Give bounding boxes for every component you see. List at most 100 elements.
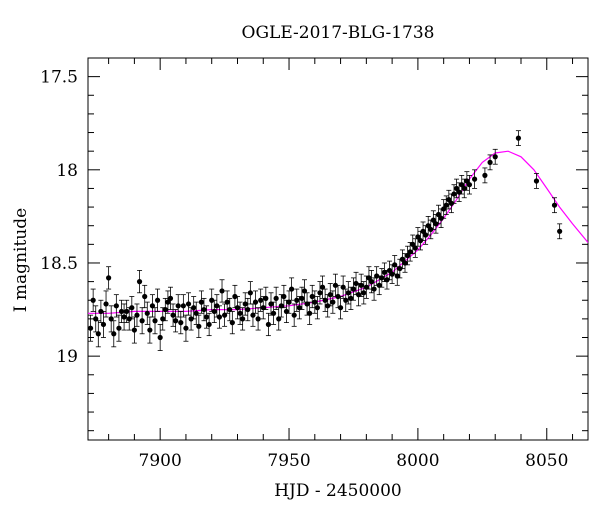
data-point: [345, 281, 351, 305]
data-point: [515, 130, 522, 146]
point-marker: [325, 303, 331, 309]
point-marker: [136, 279, 143, 285]
data-point: [265, 312, 272, 337]
point-marker: [312, 299, 318, 305]
data-point: [108, 305, 114, 333]
point-marker: [350, 286, 357, 292]
data-point: [317, 281, 323, 305]
data-point: [90, 288, 96, 312]
data-point: [459, 174, 465, 195]
data-point: [268, 292, 274, 316]
data-point: [289, 277, 295, 301]
point-marker: [343, 297, 349, 303]
point-marker: [327, 292, 333, 298]
data-point: [281, 284, 287, 309]
data-point: [487, 154, 493, 171]
data-point: [263, 286, 269, 310]
point-marker: [358, 282, 364, 288]
data-point: [410, 234, 416, 255]
point-marker: [183, 325, 189, 331]
point-marker: [180, 303, 186, 309]
point-marker: [173, 318, 179, 324]
data-point: [551, 197, 558, 214]
point-marker: [366, 275, 372, 281]
data-point: [152, 307, 158, 335]
point-marker: [139, 318, 145, 324]
point-marker: [245, 306, 251, 313]
point-marker: [533, 178, 540, 184]
point-marker: [185, 301, 192, 307]
point-marker: [371, 286, 377, 292]
data-point: [386, 260, 393, 281]
data-point: [252, 290, 259, 314]
point-marker: [263, 295, 269, 301]
data-point: [283, 299, 290, 324]
y-tick-label: 18.5: [40, 254, 78, 274]
point-marker: [296, 305, 302, 311]
data-point: [183, 314, 189, 342]
data-point: [361, 281, 367, 305]
point-marker: [129, 305, 135, 311]
point-marker: [353, 280, 359, 287]
point-marker: [348, 295, 354, 301]
data-point: [206, 312, 212, 337]
point-marker: [198, 299, 205, 305]
data-point: [139, 307, 145, 335]
point-marker: [175, 303, 181, 309]
plot-frame: [87, 57, 589, 441]
point-marker: [165, 299, 171, 305]
point-marker: [237, 310, 243, 316]
data-point: [219, 279, 225, 303]
data-point: [461, 178, 467, 199]
data-point: [170, 303, 176, 327]
data-point: [466, 174, 473, 195]
data-point: [178, 311, 184, 335]
data-point: [211, 299, 217, 324]
point-marker: [301, 288, 308, 294]
data-point: [430, 210, 436, 230]
data-point: [482, 167, 488, 184]
point-marker: [281, 293, 287, 300]
point-marker: [435, 211, 442, 218]
point-marker: [379, 275, 385, 281]
data-point: [121, 303, 127, 331]
data-point: [100, 311, 107, 338]
point-marker: [152, 318, 158, 324]
point-marker: [283, 308, 290, 315]
point-marker: [121, 314, 127, 320]
x-tick-label: 8000: [396, 451, 439, 471]
point-marker: [286, 299, 292, 305]
x-tick-label: 7900: [139, 451, 182, 471]
y-axis: 17.5 18 18.5 19: [40, 57, 588, 432]
point-marker: [404, 252, 411, 259]
data-point: [356, 283, 362, 307]
point-marker: [314, 305, 320, 311]
point-marker: [170, 312, 176, 318]
point-marker: [106, 275, 112, 281]
data-point: [111, 320, 117, 348]
point-marker: [381, 269, 387, 275]
data-point: [381, 262, 387, 283]
data-point: [533, 173, 540, 189]
data-point: [557, 223, 563, 240]
x-tick-label: 8050: [525, 451, 568, 471]
point-marker: [399, 256, 406, 262]
data-point: [412, 238, 418, 258]
data-point: [232, 284, 238, 309]
point-marker: [201, 306, 207, 313]
data-point: [435, 204, 442, 225]
y-axis-label: I magnitude: [11, 208, 31, 312]
data-points-group: [87, 130, 563, 351]
point-marker: [126, 316, 132, 322]
point-marker: [149, 303, 156, 309]
data-point: [276, 307, 282, 331]
data-point: [103, 290, 109, 318]
point-marker: [322, 297, 328, 303]
point-marker: [551, 202, 558, 208]
point-marker: [240, 316, 246, 322]
point-marker: [255, 316, 261, 322]
data-point: [87, 314, 94, 342]
point-marker: [443, 202, 449, 208]
data-point: [154, 288, 161, 312]
point-marker: [332, 282, 339, 288]
